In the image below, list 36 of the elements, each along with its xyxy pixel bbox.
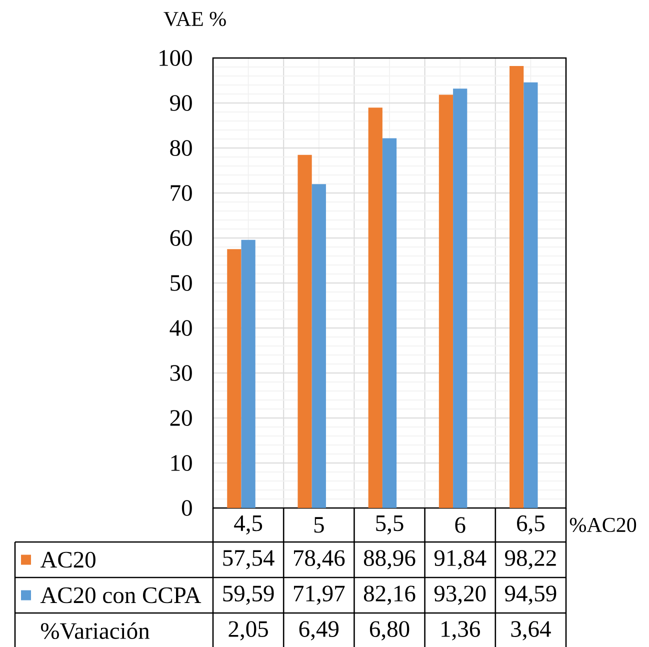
y-axis-title: VAE % bbox=[164, 12, 226, 26]
data-label: 91,84 bbox=[434, 550, 486, 570]
x-axis-title: %AC20 bbox=[570, 518, 636, 532]
y-tick-label: 60 bbox=[170, 230, 192, 246]
y-tick-label: 70 bbox=[170, 185, 192, 201]
y-tick-label: 20 bbox=[170, 410, 192, 426]
y-tick-label: 40 bbox=[170, 320, 192, 336]
text: 1,36 bbox=[442, 621, 480, 640]
text: %Variación bbox=[40, 622, 150, 640]
x-tick-label: 6,5 bbox=[517, 515, 544, 535]
legend-label: AC20 bbox=[40, 552, 96, 568]
text: 2,05 bbox=[228, 621, 268, 640]
y-tick-label: 30 bbox=[170, 365, 192, 381]
x-tick-label: 4,5 bbox=[234, 515, 262, 535]
x-tick-label: 5,5 bbox=[376, 515, 404, 534]
data-label: 98,22 bbox=[505, 550, 556, 570]
y-tick-label: 0 bbox=[182, 500, 192, 516]
legend-label: AC20 con CCPA bbox=[40, 587, 202, 604]
y-tick-label: 100 bbox=[160, 50, 192, 66]
data-label: 71,97 bbox=[294, 586, 345, 605]
data-label: 59,59 bbox=[223, 586, 274, 605]
y-tick-label: 80 bbox=[170, 140, 192, 156]
text: 6,49 bbox=[299, 621, 338, 640]
data-label: 94,59 bbox=[505, 586, 556, 605]
y-tick-label: 50 bbox=[170, 275, 192, 291]
data-label: 93,20 bbox=[434, 586, 486, 605]
text: 6,80 bbox=[370, 621, 410, 640]
data-label: 78,46 bbox=[294, 550, 345, 570]
text: 3,64 bbox=[511, 621, 551, 640]
data-label: 88,96 bbox=[364, 550, 416, 570]
x-tick-label: 6 bbox=[455, 517, 466, 533]
data-label: 82,16 bbox=[364, 586, 416, 605]
data-label: 57,54 bbox=[223, 550, 274, 570]
y-tick-label: 90 bbox=[170, 95, 192, 111]
y-tick-label: 10 bbox=[171, 455, 192, 471]
x-tick-label: 5 bbox=[314, 517, 324, 533]
